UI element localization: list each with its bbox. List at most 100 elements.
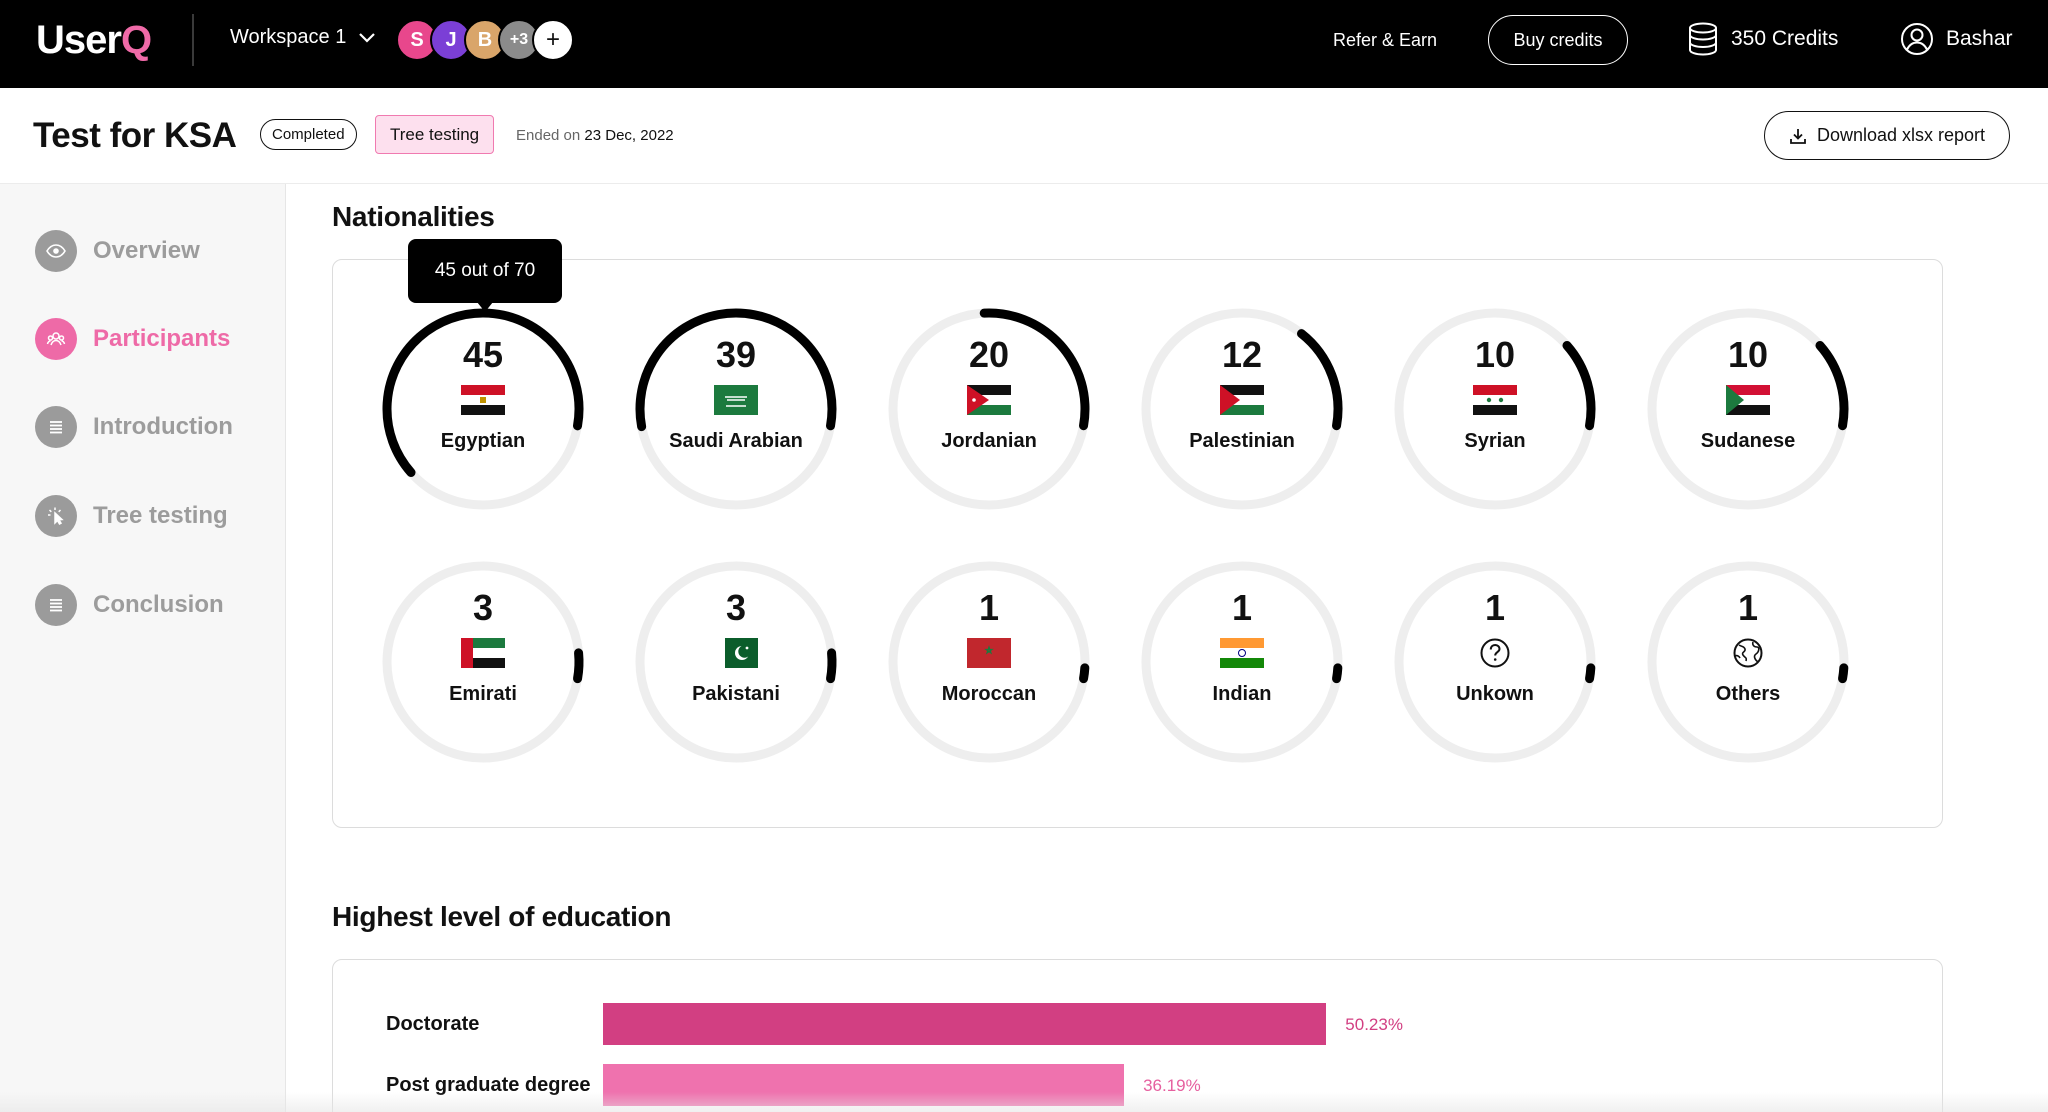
jordan-flag-icon: [967, 385, 1011, 415]
nationality-label: Emirati: [449, 683, 517, 705]
ring-track: [1394, 308, 1596, 510]
egypt-flag-icon: [461, 385, 505, 415]
education-bar-row: Doctorate 50.23%: [386, 1003, 1403, 1045]
uae-flag-icon: [461, 638, 505, 668]
palestine-flag-icon: [1220, 385, 1264, 415]
nationality-ring-moroccan[interactable]: 1 Moroccan: [886, 559, 1092, 765]
download-report-button[interactable]: Download xlsx report: [1764, 111, 2010, 160]
nationality-count: 20: [968, 334, 1010, 375]
nationality-ring-syrian[interactable]: 10 Syrian: [1392, 306, 1598, 512]
nationality-label: Egyptian: [440, 430, 526, 452]
workspace-selector[interactable]: Workspace 1: [230, 26, 376, 49]
ring-track: [1647, 561, 1849, 763]
nationality-count: 10: [1474, 334, 1516, 375]
ring-arc: [1394, 561, 1596, 763]
nationality-ring-unkown[interactable]: 1 Unkown: [1392, 559, 1598, 765]
status-badge: Completed: [260, 119, 357, 150]
nationality-label: Others: [1715, 683, 1781, 705]
add-member-button[interactable]: +: [532, 19, 574, 61]
nationality-count: 1: [978, 587, 1000, 628]
nationality-ring-jordanian[interactable]: 20 Jordanian: [886, 306, 1092, 512]
nationality-count: 1: [1484, 587, 1506, 628]
ring-arc: [382, 308, 584, 510]
nationality-label: Pakistani: [692, 683, 780, 705]
coins-stack-icon: [1689, 22, 1717, 56]
nationality-count: 12: [1221, 334, 1263, 375]
nationality-ring-indian[interactable]: 1 Indian: [1139, 559, 1345, 765]
bar-fill[interactable]: [603, 1003, 1327, 1045]
ring-track: [1394, 561, 1596, 763]
bar-track: 50.23%: [603, 1003, 1403, 1045]
ring-arc: [888, 308, 1090, 510]
nationality-ring-emirati[interactable]: 3 Emirati: [380, 559, 586, 765]
question-icon: [1480, 638, 1510, 668]
ring-track: [635, 561, 837, 763]
ring-arc: [635, 308, 837, 510]
nationality-label: Jordanian: [941, 430, 1037, 452]
participants-icon: [35, 318, 77, 360]
ring-track: [1141, 308, 1343, 510]
nationality-label: Moroccan: [941, 683, 1037, 705]
morocco-flag-icon: [967, 638, 1011, 668]
nationality-count: 1: [1231, 587, 1253, 628]
eye-icon: [35, 230, 77, 272]
buy-credits-button[interactable]: Buy credits: [1488, 15, 1628, 65]
userq-logo[interactable]: UserQ: [36, 18, 152, 62]
workspace-label: Workspace 1: [230, 26, 347, 48]
sudan-flag-icon: [1726, 385, 1770, 415]
nationality-count: 1: [1737, 587, 1759, 628]
nationality-ring-egyptian[interactable]: 45 Egyptian: [380, 306, 586, 512]
education-heading: Highest level of education: [332, 901, 672, 932]
sidebar-item-overview[interactable]: Overview: [35, 230, 200, 272]
test-header: Test for KSA Completed Tree testing Ende…: [0, 88, 2048, 184]
sidebar-item-introduction[interactable]: Introduction: [35, 406, 233, 448]
bar-label: Doctorate: [386, 1012, 480, 1035]
sidebar-item-participants[interactable]: Participants: [35, 318, 230, 360]
saudi-flag-icon: [714, 385, 758, 415]
nav-divider: [192, 14, 194, 66]
bar-label: Post graduate degree: [386, 1073, 591, 1096]
download-icon: [1790, 128, 1806, 144]
ring-track: [382, 308, 584, 510]
team-avatars: S J B +3 +: [396, 19, 574, 61]
click-pointer-icon: [35, 495, 77, 537]
pakistan-flag-icon: [714, 638, 758, 668]
ring-track: [888, 308, 1090, 510]
syria-flag-icon: [1473, 385, 1517, 415]
sidebar-item-conclusion[interactable]: Conclusion: [35, 584, 224, 626]
ring-track: [382, 561, 584, 763]
nationality-ring-others[interactable]: 1 Others: [1645, 559, 1851, 765]
nationality-label: Saudi Arabian: [669, 430, 803, 452]
ring-arc: [1647, 561, 1849, 763]
credits-label: 350 Credits: [1731, 27, 1839, 50]
india-flag-icon: [1220, 638, 1264, 668]
ring-arc: [1394, 308, 1596, 510]
ring-arc: [382, 561, 584, 763]
bottom-fade: [0, 1092, 2048, 1112]
test-type-badge: Tree testing: [375, 115, 495, 154]
nationality-ring-palestinian[interactable]: 12 Palestinian: [1139, 306, 1345, 512]
credits-balance[interactable]: 350 Credits: [1687, 22, 1838, 56]
nationality-label: Unkown: [1456, 683, 1534, 705]
ring-track: [1647, 308, 1849, 510]
refer-and-earn-link[interactable]: Refer & Earn: [1333, 30, 1438, 50]
nationality-label: Sudanese: [1700, 430, 1796, 452]
nationality-ring-pakistani[interactable]: 3 Pakistani: [633, 559, 839, 765]
sidebar-item-tree-testing[interactable]: Tree testing: [35, 495, 228, 537]
document-lines-icon: [35, 406, 77, 448]
nationality-ring-sudanese[interactable]: 10 Sudanese: [1645, 306, 1851, 512]
globe-icon: [1733, 638, 1763, 668]
nationality-label: Palestinian: [1189, 430, 1295, 452]
user-menu[interactable]: Bashar: [1900, 22, 2013, 56]
user-circle-icon: [1901, 23, 1933, 55]
ring-arc: [635, 561, 837, 763]
nationality-count: 10: [1727, 334, 1769, 375]
page-title: Test for KSA: [33, 116, 237, 155]
top-navigation-bar: UserQ Workspace 1 S J B +3 + Refer & Ear…: [0, 0, 2048, 88]
nationality-label: Syrian: [1464, 430, 1526, 452]
nationality-ring-saudi-arabian[interactable]: 39 Saudi Arabian: [633, 306, 839, 512]
ring-arc: [1647, 308, 1849, 510]
ended-date: Ended on 23 Dec, 2022: [516, 127, 674, 144]
ring-arc: [1141, 561, 1343, 763]
nationalities-heading: Nationalities: [332, 201, 495, 232]
